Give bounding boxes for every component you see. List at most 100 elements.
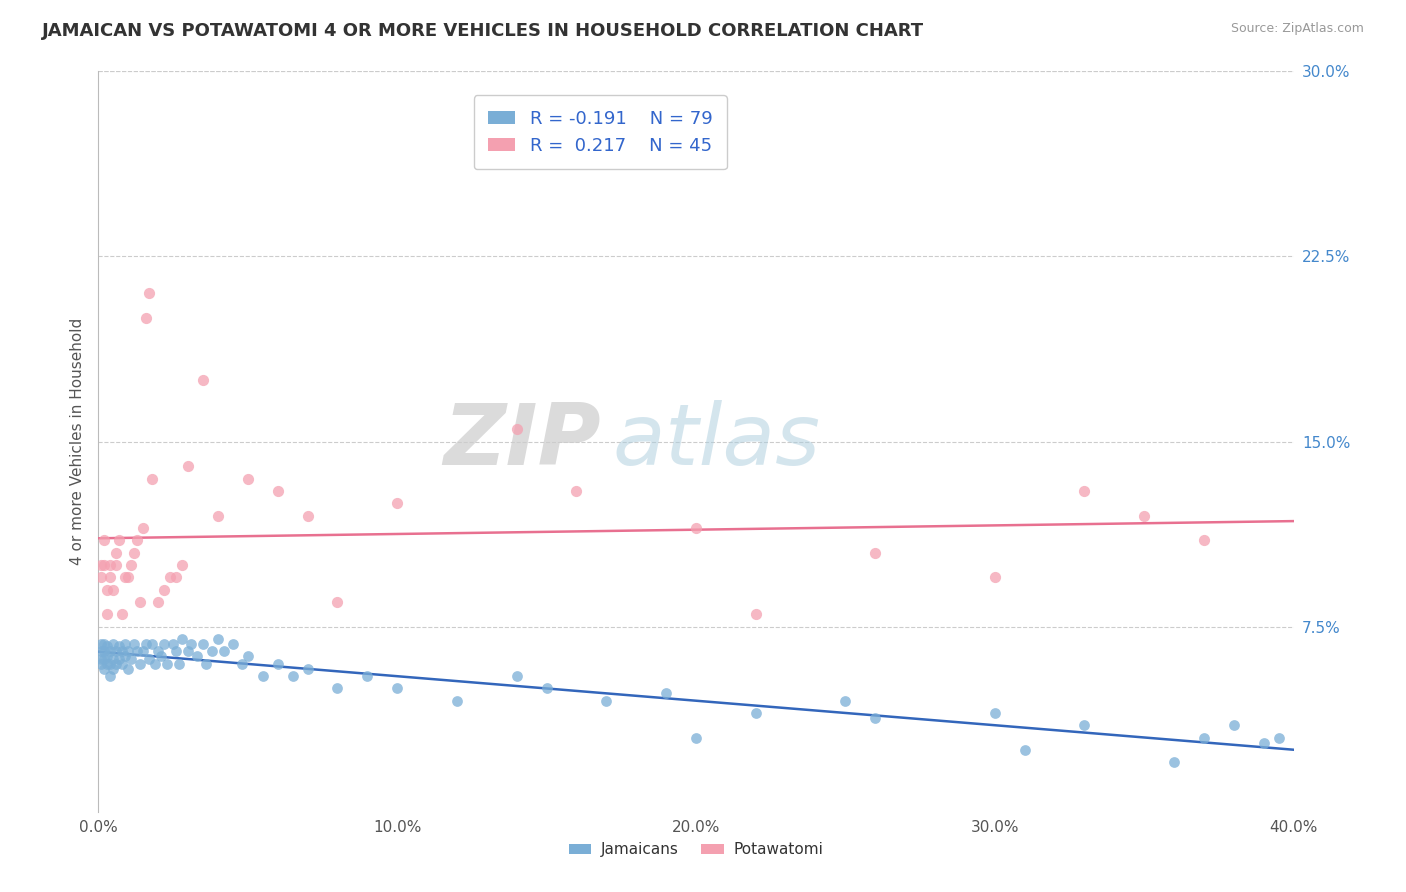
Point <box>252 669 274 683</box>
Point <box>93 637 115 651</box>
Point <box>745 607 768 622</box>
Point <box>167 657 190 671</box>
Point <box>96 582 118 597</box>
Point <box>98 657 122 671</box>
Point <box>201 644 224 658</box>
Point <box>96 607 118 622</box>
Point <box>1163 756 1185 770</box>
Point <box>267 657 290 671</box>
Point <box>105 657 128 671</box>
Point <box>180 637 202 651</box>
Point <box>93 662 115 676</box>
Point <box>117 644 139 658</box>
Point <box>93 558 115 572</box>
Point <box>103 662 125 676</box>
Text: Source: ZipAtlas.com: Source: ZipAtlas.com <box>1230 22 1364 36</box>
Point <box>1133 508 1156 523</box>
Point <box>595 694 617 708</box>
Point <box>148 644 170 658</box>
Point <box>191 637 214 651</box>
Point <box>129 657 152 671</box>
Text: JAMAICAN VS POTAWATOMI 4 OR MORE VEHICLES IN HOUSEHOLD CORRELATION CHART: JAMAICAN VS POTAWATOMI 4 OR MORE VEHICLE… <box>42 22 924 40</box>
Point <box>172 632 194 646</box>
Point <box>111 607 134 622</box>
Point <box>138 286 160 301</box>
Point <box>207 508 229 523</box>
Point <box>153 637 176 651</box>
Point <box>506 422 529 436</box>
Point <box>385 496 409 510</box>
Y-axis label: 4 or more Vehicles in Household: 4 or more Vehicles in Household <box>69 318 84 566</box>
Point <box>105 546 128 560</box>
Point <box>156 657 179 671</box>
Point <box>834 694 856 708</box>
Point <box>297 508 319 523</box>
Point <box>124 546 146 560</box>
Point <box>159 570 181 584</box>
Point <box>165 570 187 584</box>
Point <box>1192 533 1215 548</box>
Point <box>90 651 112 665</box>
Point <box>236 649 259 664</box>
Point <box>98 558 122 572</box>
Point <box>105 644 128 658</box>
Point <box>1267 731 1289 745</box>
Point <box>108 640 131 654</box>
Point <box>96 657 118 671</box>
Point <box>135 637 157 651</box>
Point <box>120 558 142 572</box>
Point <box>114 649 136 664</box>
Point <box>685 521 707 535</box>
Point <box>1073 483 1095 498</box>
Point <box>127 644 149 658</box>
Point <box>124 637 146 651</box>
Point <box>191 373 214 387</box>
Point <box>1073 718 1095 732</box>
Point <box>1014 743 1036 757</box>
Point <box>655 686 678 700</box>
Point <box>127 533 149 548</box>
Point <box>96 649 118 664</box>
Point <box>177 644 200 658</box>
Point <box>865 711 887 725</box>
Point <box>141 637 163 651</box>
Point <box>745 706 768 720</box>
Point <box>98 644 122 658</box>
Point <box>153 582 176 597</box>
Legend: Jamaicans, Potawatomi: Jamaicans, Potawatomi <box>562 836 830 863</box>
Point <box>114 637 136 651</box>
Point <box>326 595 349 609</box>
Point <box>132 644 155 658</box>
Point <box>1223 718 1246 732</box>
Point <box>150 649 173 664</box>
Point <box>281 669 304 683</box>
Point <box>105 558 128 572</box>
Point <box>536 681 558 696</box>
Point <box>132 521 155 535</box>
Point <box>231 657 253 671</box>
Point <box>93 651 115 665</box>
Point <box>267 483 290 498</box>
Point <box>117 570 139 584</box>
Point <box>222 637 245 651</box>
Point <box>984 706 1007 720</box>
Point <box>98 570 122 584</box>
Point <box>90 644 112 658</box>
Text: ZIP: ZIP <box>443 400 600 483</box>
Text: atlas: atlas <box>613 400 820 483</box>
Point <box>90 657 112 671</box>
Point <box>90 637 112 651</box>
Point <box>138 651 160 665</box>
Point <box>129 595 152 609</box>
Point <box>506 669 529 683</box>
Point <box>135 311 157 326</box>
Point <box>90 570 112 584</box>
Point <box>177 459 200 474</box>
Point <box>356 669 378 683</box>
Point <box>120 651 142 665</box>
Point <box>141 471 163 485</box>
Point <box>98 669 122 683</box>
Point <box>111 657 134 671</box>
Point <box>1192 731 1215 745</box>
Point <box>93 644 115 658</box>
